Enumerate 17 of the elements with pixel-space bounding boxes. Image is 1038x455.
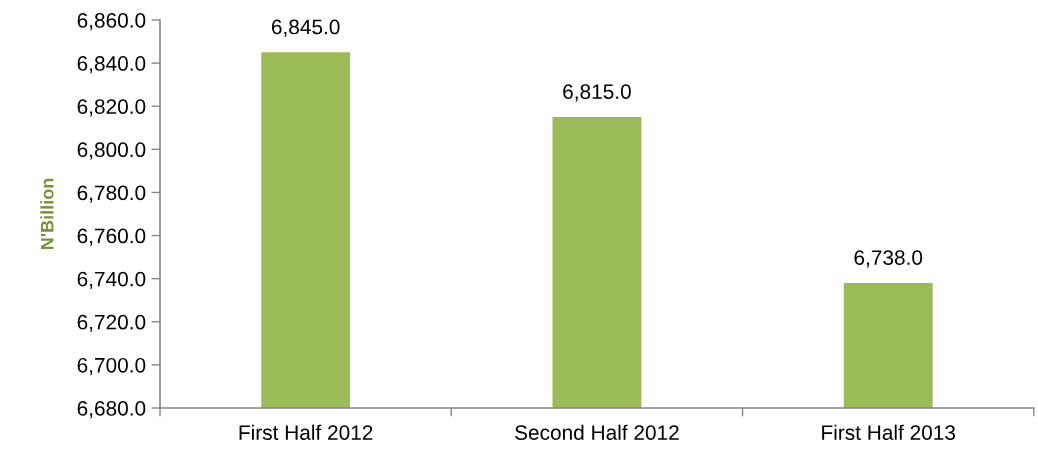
x-tick-label: First Half 2012 xyxy=(239,424,373,440)
y-tick-label: 6,740.0 xyxy=(77,271,146,289)
y-tick-label: 6,760.0 xyxy=(77,228,146,246)
y-tick-label: 6,820.0 xyxy=(77,99,146,117)
y-tick-label: 6,780.0 xyxy=(77,185,146,203)
data-label: 6,815.0 xyxy=(563,84,631,102)
y-tick-label: 6,680.0 xyxy=(77,401,146,419)
y-tick-label: 6,700.0 xyxy=(77,357,146,376)
y-tick-label: 6,840.0 xyxy=(77,56,146,74)
data-label: 6,738.0 xyxy=(854,250,923,268)
y-tick-label: 6,800.0 xyxy=(77,142,146,160)
y-axis-title: N'Billion xyxy=(40,178,54,250)
y-tick-label: 6,720.0 xyxy=(77,314,146,332)
x-tick-label: Second Half 2012 xyxy=(515,424,679,440)
x-tick-label: First Half 2013 xyxy=(822,424,956,440)
data-label: 6,845.0 xyxy=(271,19,340,37)
y-tick-label: 6,860.0 xyxy=(77,13,146,31)
